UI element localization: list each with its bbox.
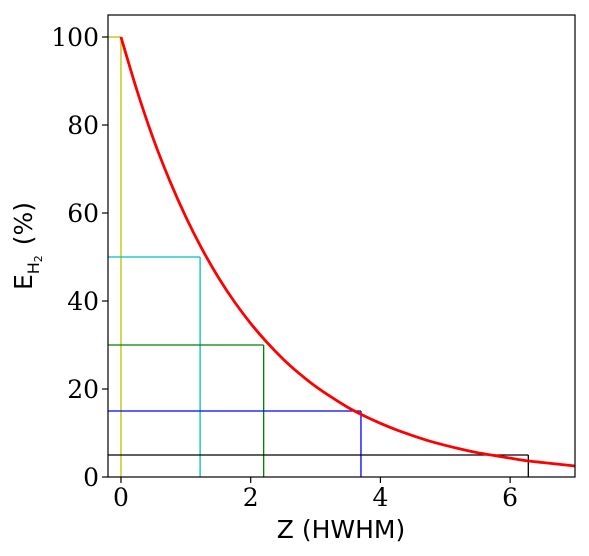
y-tick-label: 60 — [67, 199, 99, 228]
plot-frame — [107, 14, 576, 478]
x-tick-label: 6 — [502, 483, 518, 512]
x-axis-title: Z (HWHM) — [277, 515, 405, 544]
efficiency-curve — [119, 36, 576, 468]
y-axis-title-unit: (%) — [9, 202, 38, 245]
y-tick-label: 100 — [51, 23, 99, 52]
y-axis-title-sub-subscript: 2 — [32, 255, 45, 262]
y-axis-title: EH2 (%) — [9, 202, 45, 290]
y-axis-title-subscript: H — [24, 262, 43, 274]
y-axis: 0 20 40 60 80 100 — [51, 23, 108, 492]
x-tick-label: 4 — [372, 483, 388, 512]
x-tick-label: 0 — [113, 483, 129, 512]
y-tick-label: 40 — [67, 287, 99, 316]
y-tick-label: 20 — [67, 375, 99, 404]
y-tick-label: 80 — [67, 111, 99, 140]
y-axis-title-main: E — [9, 274, 38, 290]
reference-lines — [108, 36, 529, 477]
y-tick-label: 0 — [83, 463, 99, 492]
x-axis: 0 2 4 6 — [113, 477, 518, 512]
x-tick-label: 2 — [243, 483, 259, 512]
